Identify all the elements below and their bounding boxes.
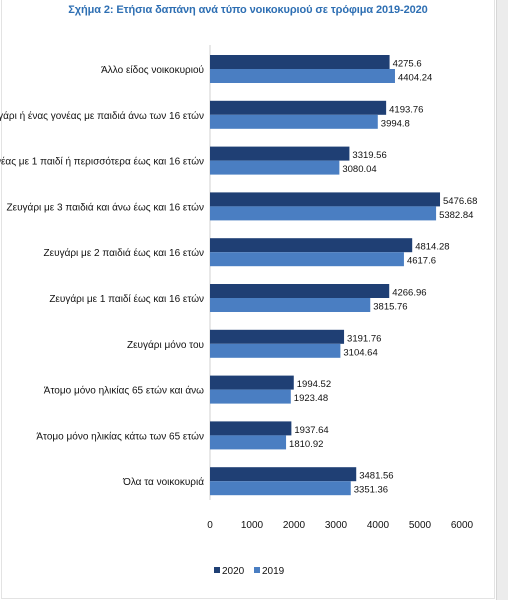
data-label-2020: 3481.56 (359, 471, 393, 482)
category-label: Όλα τα νοικοκυριά (122, 476, 204, 488)
bar-2020 (210, 55, 390, 69)
data-label-2020: 4266.96 (392, 288, 426, 299)
data-label-2020: 3191.76 (347, 333, 381, 344)
bar-2020 (210, 375, 294, 390)
data-label-2019: 3080.04 (342, 164, 376, 175)
x-tick-label: 4000 (367, 520, 390, 531)
x-tick-label: 5000 (409, 520, 432, 531)
data-label-2020: 3319.56 (352, 150, 386, 161)
bar-2020 (210, 238, 413, 253)
data-label-2019: 3351.36 (354, 485, 388, 496)
category-label: Ζευγάρι μόνο του (127, 339, 204, 351)
bar-2020 (210, 421, 292, 436)
category-label: Ένας γονέας με 1 παιδί ή περισσότερα έως… (0, 156, 204, 168)
legend-label-2019: 2019 (262, 566, 285, 577)
x-tick-label: 6000 (451, 520, 474, 531)
category-label: Άτομο μόνο ηλικίας 65 ετών και άνω (44, 385, 204, 397)
chart-title: Σχήμα 2: Ετήσια δαπάνη ανά τύπο νοικοκυρ… (68, 4, 428, 16)
bar-2019 (210, 481, 351, 496)
category-label: Ζευγάρι με 1 παιδί έως και 16 ετών (49, 293, 204, 305)
x-tick-label: 0 (207, 520, 213, 531)
bar-2019 (210, 389, 291, 404)
legend-label-2020: 2020 (222, 566, 245, 577)
bar-2020 (210, 146, 350, 161)
bar-2020 (210, 192, 441, 207)
data-label-2020: 1994.52 (297, 379, 331, 390)
data-label-2019: 3104.64 (343, 347, 377, 358)
bar-2019 (210, 435, 287, 450)
bar-2019 (210, 206, 437, 221)
data-label-2019: 1923.48 (294, 393, 328, 404)
category-label: Άλλο είδος νοικοκυριού (101, 64, 204, 76)
bar-2019 (210, 114, 378, 129)
data-label-2020: 4814.28 (415, 242, 449, 253)
data-label-2019: 3994.8 (381, 118, 410, 129)
category-label: Ζευγάρι ή ένας γονέας με παιδιά άνω των … (0, 110, 204, 122)
bar-2019 (210, 160, 340, 175)
bar-chart: Άλλο είδος νοικοκυριού 4275.6 4404.24 Ζευγά… (0, 45, 477, 577)
data-label-2019: 4404.24 (398, 73, 432, 84)
category-label: Ζευγάρι με 3 παιδιά και άνω έως και 16 ε… (7, 201, 204, 213)
bar-2019 (210, 298, 371, 312)
category-label: Ζευγάρι με 2 παιδιά έως και 16 ετών (44, 247, 204, 259)
data-label-2020: 4275.6 (393, 59, 422, 70)
x-tick-label: 1000 (241, 520, 264, 531)
bar-2020 (210, 284, 390, 298)
data-label-2019: 4617.6 (407, 256, 436, 267)
bar-2019 (210, 343, 341, 358)
data-label-2020: 4193.76 (389, 104, 423, 115)
bar-2020 (210, 329, 345, 344)
scrollbar-strip (496, 0, 508, 600)
legend-swatch-2020 (214, 567, 220, 573)
bar-2020 (210, 100, 387, 115)
data-label-2020: 5476.68 (443, 196, 477, 207)
category-label: Άτομο μόνο ηλικίας κάτω των 65 ετών (36, 430, 204, 442)
bar-2020 (210, 467, 357, 482)
data-label-2019: 5382.84 (439, 210, 473, 221)
chart-frame (1, 0, 495, 599)
data-label-2019: 1810.92 (289, 439, 323, 450)
x-tick-label: 2000 (283, 520, 306, 531)
bar-2019 (210, 252, 404, 267)
bar-2019 (210, 69, 395, 83)
data-label-2020: 1937.64 (294, 425, 328, 436)
legend-swatch-2019 (254, 567, 260, 573)
data-label-2019: 3815.76 (373, 302, 407, 313)
x-tick-label: 3000 (325, 520, 348, 531)
